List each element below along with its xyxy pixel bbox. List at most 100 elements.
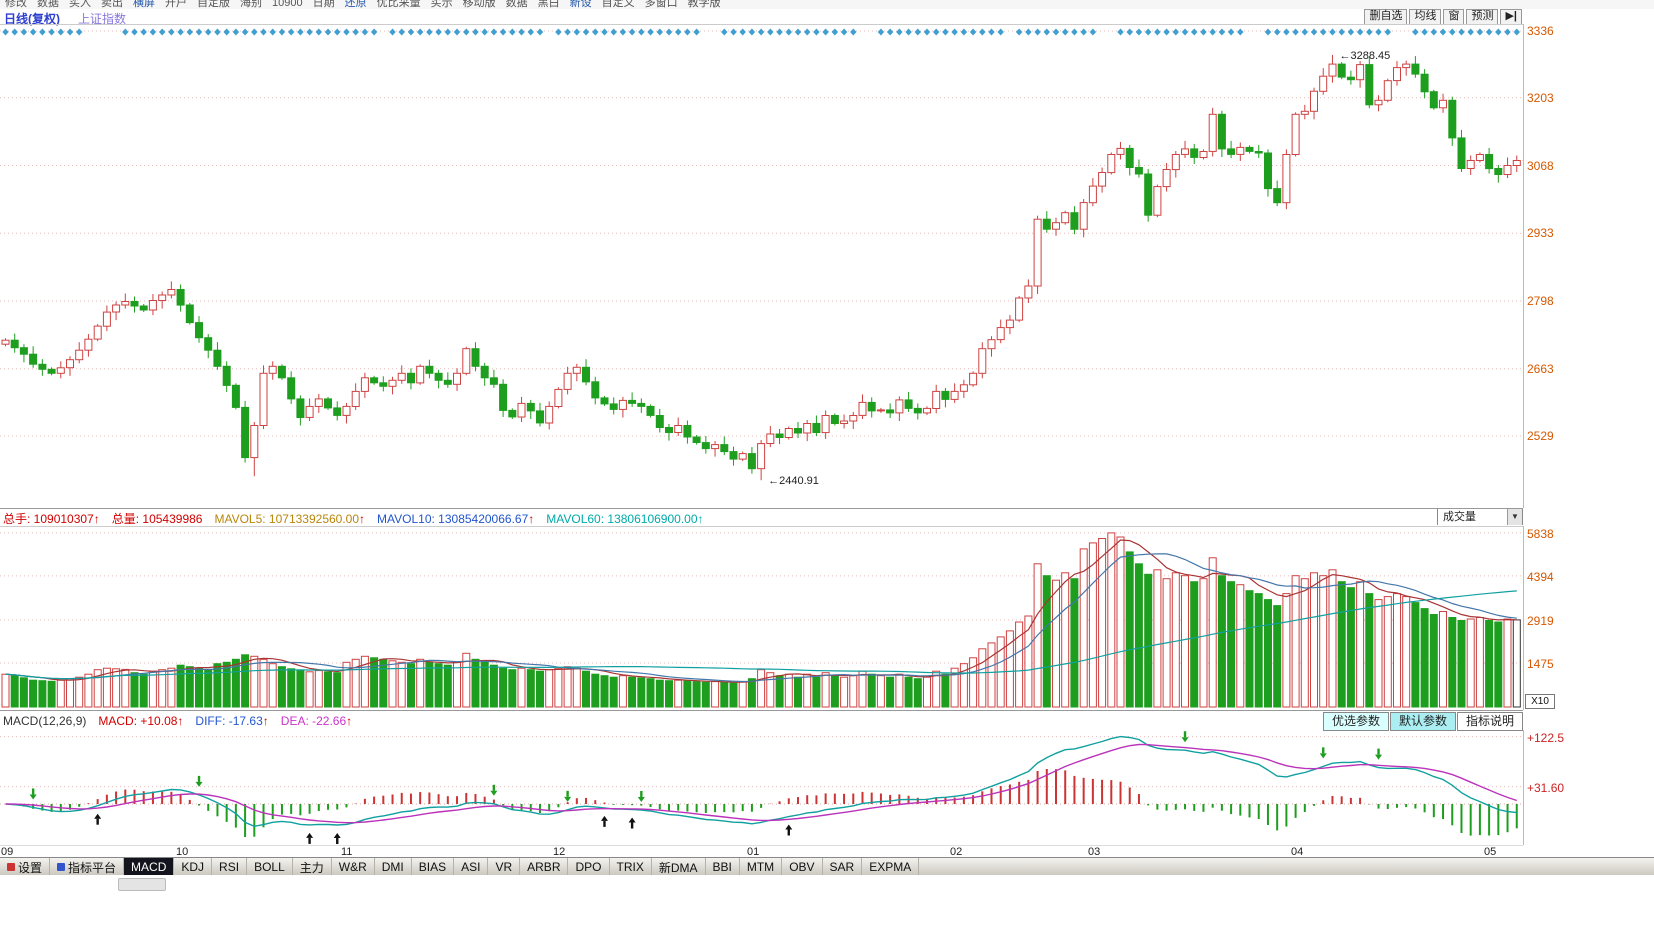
macd-header-bar: MACD(12,26,9) MACD: +10.08↑ DIFF: -17.63↑ D… <box>0 710 1523 731</box>
macd-axis-label: +122.5 <box>1527 731 1565 745</box>
menu-item[interactable]: 日期 <box>312 0 335 9</box>
up-arrow-icon: ↑ <box>359 512 366 526</box>
tab-设置[interactable]: 设置 <box>0 858 51 876</box>
price-axis-label: 3203 <box>1527 91 1554 105</box>
tab-label: 新DMA <box>658 860 698 875</box>
macd-button-指标说明[interactable]: 指标说明 <box>1456 712 1523 731</box>
month-label: 03 <box>1088 846 1101 858</box>
volume-unit-label: X10 <box>1525 694 1555 709</box>
tab-icon <box>7 863 15 871</box>
menu-item[interactable]: 新设 <box>569 0 592 9</box>
menu-item[interactable]: 开户 <box>165 0 187 9</box>
toolbar-button-预测[interactable]: 预测 <box>1466 9 1499 25</box>
tab-SAR[interactable]: SAR <box>823 858 863 876</box>
volume-axis-label: 4394 <box>1527 570 1554 584</box>
price-axis-label: 2529 <box>1527 429 1554 443</box>
menu-item[interactable]: 优比采量 <box>376 0 421 9</box>
tab-KDJ[interactable]: KDJ <box>174 858 213 876</box>
tab-新DMA[interactable]: 新DMA <box>652 858 706 876</box>
menu-item[interactable]: 自定义 <box>601 0 635 9</box>
tab-label: KDJ <box>181 860 205 874</box>
menu-item[interactable]: 横屏 <box>133 0 155 9</box>
macd-canvas[interactable] <box>0 730 1523 845</box>
tab-label: BOLL <box>254 860 285 874</box>
price-axis-label: 3068 <box>1527 159 1554 173</box>
menu-item[interactable]: 黑白 <box>537 0 560 9</box>
splitter-handle[interactable] <box>118 878 166 891</box>
volume-canvas[interactable] <box>0 526 1523 710</box>
top-menu-items: 修改 数据 买入 卖出 横屏 开户 自定版 海别 10900 日期 还原 优比采量 买示 移动版 数据 黑白新… <box>0 0 1654 9</box>
macd-button-优选参数[interactable]: 优选参数 <box>1322 712 1389 731</box>
tab-EXPMA[interactable]: EXPMA <box>862 858 920 876</box>
menu-item[interactable]: 卖出 <box>101 0 123 9</box>
toolbar-button-窗[interactable]: 窗 <box>1443 9 1465 25</box>
macd-chart[interactable] <box>0 730 1523 845</box>
tab-label: 主力 <box>299 860 324 875</box>
menu-item[interactable]: 修改 <box>5 0 27 9</box>
month-label: 10 <box>176 846 189 858</box>
chart-toolbar: 删自选 均线窗预测 ▶| <box>1364 9 1522 25</box>
volume-axis: X10 5838 4394 2919 1475 <box>1523 526 1654 710</box>
volume-axis-label: 1475 <box>1527 657 1554 671</box>
tab-MTM[interactable]: MTM <box>740 858 783 876</box>
menu-item[interactable]: 教学版 <box>687 0 721 9</box>
menu-item[interactable]: 买入 <box>69 0 91 9</box>
tab-label: BBI <box>712 860 732 874</box>
macd-readout: MACD: +10.08↑ <box>98 714 184 728</box>
tab-label: RSI <box>219 860 240 874</box>
tab-TRIX[interactable]: TRIX <box>610 858 652 876</box>
tab-label: BIAS <box>418 860 447 874</box>
menu-item[interactable]: 移动版 <box>462 0 496 9</box>
tab-BIAS[interactable]: BIAS <box>412 858 455 876</box>
toolbar-button-删自选[interactable]: 删自选 <box>1364 9 1408 25</box>
macd-readouts: MACD(12,26,9) MACD: +10.08↑ DIFF: -17.63↑ D… <box>3 714 364 728</box>
tab-label: ARBR <box>527 860 561 874</box>
month-label: 09 <box>1 846 14 858</box>
tab-主力[interactable]: 主力 <box>293 858 332 876</box>
candlestick-chart[interactable]: ←3288.45 ←2440.91 <box>0 24 1523 509</box>
indicator-dropdown[interactable]: 成交量 ▼ <box>1437 509 1523 525</box>
tab-BOLL[interactable]: BOLL <box>247 858 293 876</box>
menu-item[interactable]: 买示 <box>430 0 453 9</box>
tab-MACD[interactable]: MACD <box>124 858 175 876</box>
tab-BBI[interactable]: BBI <box>706 858 740 876</box>
price-axis-label: 2933 <box>1527 226 1554 240</box>
up-arrow-icon: ↑ <box>346 714 353 728</box>
tab-OBV[interactable]: OBV <box>782 858 823 876</box>
tab-ARBR[interactable]: ARBR <box>520 858 569 876</box>
tab-DMI[interactable]: DMI <box>375 858 412 876</box>
period-label: 日线(复权) <box>4 12 60 26</box>
svg-text:←2440.91: ←2440.91 <box>768 475 819 487</box>
menu-item[interactable]: 还原 <box>344 0 367 9</box>
macd-readout: DEA: -22.66↑ <box>280 714 353 728</box>
menu-item[interactable]: 数据 <box>37 0 59 9</box>
volume-readout: MAVOL10: 13085420066.67↑ <box>377 512 535 526</box>
menu-item[interactable]: 10900 <box>272 0 303 9</box>
tab-指标平台[interactable]: 指标平台 <box>50 858 125 876</box>
menu-item[interactable]: 多窗口 <box>644 0 678 9</box>
next-page-button[interactable]: ▶| <box>1500 9 1522 25</box>
tab-DPO[interactable]: DPO <box>568 858 610 876</box>
tab-label: TRIX <box>616 860 644 874</box>
tab-VR[interactable]: VR <box>488 858 521 876</box>
menu-item[interactable]: 自定版 <box>197 0 230 9</box>
macd-button-默认参数[interactable]: 默认参数 <box>1389 712 1456 731</box>
menu-item[interactable]: 海别 <box>240 0 262 9</box>
tab-label: SAR <box>829 860 855 874</box>
up-arrow-icon: ↑ <box>262 714 269 728</box>
month-label: 01 <box>747 846 760 858</box>
tab-label: MTM <box>746 860 775 874</box>
toolbar-button-均线[interactable]: 均线 <box>1409 9 1442 25</box>
tab-RSI[interactable]: RSI <box>212 858 248 876</box>
tab-ASI[interactable]: ASI <box>454 858 489 876</box>
menu-item[interactable]: 数据 <box>505 0 528 9</box>
tab-W&R[interactable]: W&R <box>332 858 375 876</box>
bottom-strip <box>0 875 1654 925</box>
symbol-label: 上证指数 <box>78 12 127 26</box>
volume-chart[interactable] <box>0 526 1523 710</box>
tab-label: DMI <box>381 860 404 874</box>
chevron-down-icon: ▼ <box>1507 509 1522 525</box>
volume-readouts: 总手: 109010307↑ 总量: 105439986 MAVOL5: 10713… <box>3 510 716 527</box>
candlestick-canvas[interactable]: ←3288.45 ←2440.91 <box>0 25 1523 509</box>
